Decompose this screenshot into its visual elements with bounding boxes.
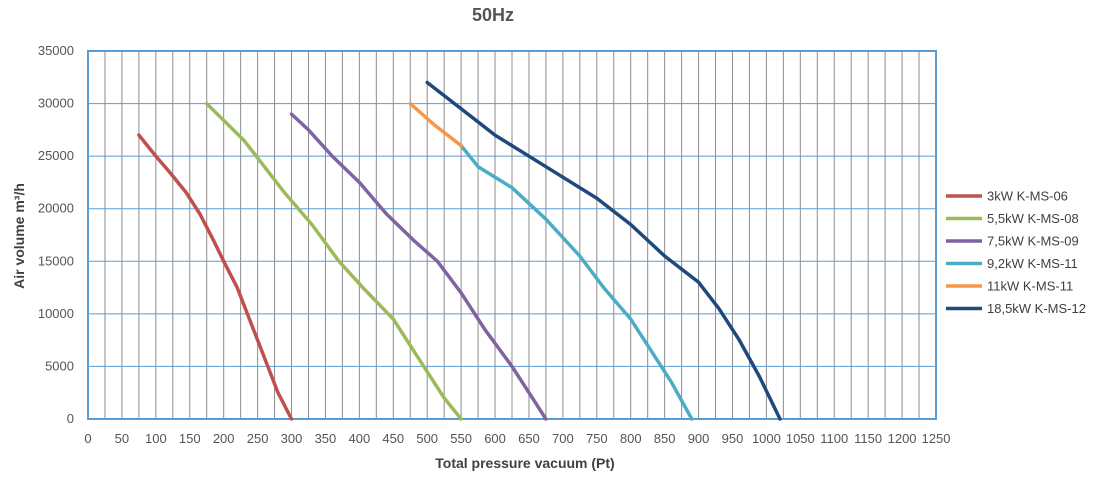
x-tick-label: 550 xyxy=(450,431,472,446)
x-tick-labels: 0 50 100 150 200 250 300 350 400 450 500 550 600 650 7… xyxy=(84,431,950,446)
legend-label: 5,5kW K-MS-08 xyxy=(987,211,1079,226)
y-tick-label: 30000 xyxy=(38,96,74,111)
x-tick-label: 1200 xyxy=(888,431,917,446)
y-axis-title: Air volume m³/h xyxy=(11,183,27,289)
x-tick-label: 650 xyxy=(518,431,540,446)
legend: 3kW K-MS-06 5,5kW K-MS-08 7,5kW K-MS-09 9,2… xyxy=(946,189,1086,316)
x-tick-label: 50 xyxy=(115,431,129,446)
series-line-1 xyxy=(137,133,294,421)
x-tick-label: 300 xyxy=(281,431,303,446)
series-line-6 xyxy=(425,80,782,421)
x-tick-label: 700 xyxy=(552,431,574,446)
series-line-5 xyxy=(408,101,463,148)
series-line-2 xyxy=(204,101,463,421)
x-tick-label: 350 xyxy=(315,431,337,446)
x-tick-label: 500 xyxy=(416,431,438,446)
x-tick-label: 1100 xyxy=(820,431,848,446)
x-tick-label: 1050 xyxy=(786,431,815,446)
series-lines xyxy=(137,80,782,421)
y-tick-label: 20000 xyxy=(38,201,74,216)
x-tick-label: 950 xyxy=(722,431,744,446)
legend-label: 9,2kW K-MS-11 xyxy=(987,256,1078,271)
x-tick-label: 1150 xyxy=(854,431,882,446)
x-tick-label: 200 xyxy=(213,431,235,446)
x-tick-label: 800 xyxy=(620,431,642,446)
x-tick-label: 900 xyxy=(688,431,710,446)
x-tick-label: 600 xyxy=(484,431,506,446)
plot-border xyxy=(87,50,937,420)
x-tick-label: 750 xyxy=(586,431,608,446)
y-tick-label: 0 xyxy=(67,411,74,426)
x-axis-title: Total pressure vacuum (Pt) xyxy=(435,455,614,471)
x-tick-label: 150 xyxy=(179,431,201,446)
x-tick-label: 850 xyxy=(654,431,676,446)
legend-label: 3kW K-MS-06 xyxy=(987,189,1068,204)
legend-label: 11kW K-MS-11 xyxy=(987,279,1073,294)
x-tick-label: 100 xyxy=(145,431,167,446)
y-tick-label: 15000 xyxy=(38,253,74,268)
chart-title: 50Hz xyxy=(472,5,514,25)
y-tick-labels: 0 5000 10000 15000 20000 25000 30000 35000 xyxy=(38,43,74,426)
horizontal-gridlines xyxy=(88,103,936,367)
series-line-4 xyxy=(459,143,694,421)
legend-label: 18,5kW K-MS-12 xyxy=(987,301,1086,316)
y-tick-label: 5000 xyxy=(45,358,74,373)
y-tick-label: 25000 xyxy=(38,148,74,163)
vertical-gridlines xyxy=(104,51,920,419)
series-line-3 xyxy=(289,112,548,421)
x-tick-label: 1000 xyxy=(752,431,781,446)
x-tick-label: 1250 xyxy=(922,431,951,446)
x-tick-label: 0 xyxy=(84,431,91,446)
y-tick-label: 10000 xyxy=(38,306,74,321)
x-tick-label: 400 xyxy=(349,431,371,446)
x-tick-label: 250 xyxy=(247,431,269,446)
y-tick-label: 35000 xyxy=(38,43,74,58)
x-tick-label: 450 xyxy=(382,431,404,446)
legend-label: 7,5kW K-MS-09 xyxy=(987,234,1079,249)
